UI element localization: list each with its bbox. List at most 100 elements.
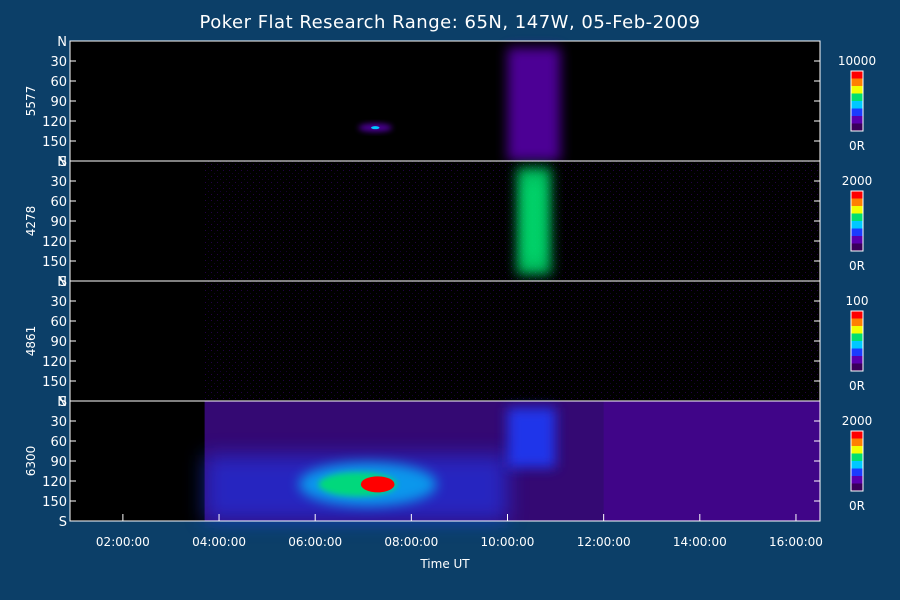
y-tick-label: N	[57, 35, 67, 50]
colorbar-frame	[850, 430, 864, 492]
x-tick-label: 12:00:00	[577, 535, 631, 549]
noise-region	[204, 161, 821, 281]
y-tick-label: 60	[50, 315, 67, 330]
x-tick-label: 10:00:00	[481, 535, 535, 549]
colorbar-segment	[851, 341, 863, 349]
y-tick-label: 90	[50, 455, 67, 470]
panel-label: 4278	[24, 206, 38, 237]
y-tick-label: 60	[50, 195, 67, 210]
colorbar-segment	[851, 123, 863, 132]
colorbar-segment	[851, 228, 863, 237]
feature-0-band-core	[525, 182, 543, 260]
y-tick-label: 150	[42, 495, 67, 510]
colorbar-segment	[851, 431, 863, 439]
panel-background	[70, 41, 820, 161]
colorbar-segment	[851, 108, 863, 117]
colorbar-segment	[851, 356, 863, 364]
colorbar-segment	[851, 221, 863, 229]
panel-5577: N 30 60 90 120 150 S 5577 10000 0R	[24, 35, 876, 170]
x-tick-label: 06:00:00	[288, 535, 342, 549]
colorbar-segment	[851, 461, 863, 469]
colorbar-max-label: 10000	[838, 54, 876, 68]
y-tick-label: 150	[42, 375, 67, 390]
y-tick-label: 120	[42, 115, 67, 130]
y-tick-label: 60	[50, 75, 67, 90]
feature-0-core	[371, 126, 380, 130]
colorbar-segment	[851, 326, 863, 334]
x-tick-label: 14:00:00	[673, 535, 727, 549]
colorbar-segment	[851, 101, 863, 109]
colorbar-frame	[850, 70, 864, 132]
y-tick-label: 120	[42, 235, 67, 250]
panel-4861: N 30 60 90 120 150 S 4861 100 0R	[24, 275, 868, 410]
y-tick-label: 30	[50, 175, 67, 190]
colorbar-segment	[851, 213, 863, 222]
y-tick-label: S	[59, 275, 67, 290]
y-tick-label: 30	[50, 415, 67, 430]
colorbar-min-label: 0R	[849, 139, 865, 153]
y-tick-label: 120	[42, 355, 67, 370]
y-tick-label: 150	[42, 135, 67, 150]
y-tick-label: N	[57, 155, 67, 170]
panel-4278: N 30 60 90 120 150 S 4278 2000 0R	[24, 155, 872, 290]
colorbar-segment	[851, 206, 863, 214]
y-tick-label: 30	[50, 295, 67, 310]
y-tick-label: S	[59, 155, 67, 170]
colorbar-segment	[851, 438, 863, 447]
colorbar-segment	[851, 86, 863, 94]
panel-label: 6300	[24, 446, 38, 477]
colorbar-segment	[851, 93, 863, 102]
colorbar-frame	[850, 310, 864, 372]
y-tick-label: 90	[50, 335, 67, 350]
x-tick-label: 08:00:00	[384, 535, 438, 549]
feature-1-band	[507, 47, 561, 161]
colorbar-segment	[851, 198, 863, 207]
y-tick-label: S	[59, 515, 67, 530]
y-tick-label: N	[57, 395, 67, 410]
colorbar-segment	[851, 116, 863, 124]
x-tick-label: 16:00:00	[769, 535, 823, 549]
x-tick-label: 04:00:00	[192, 535, 246, 549]
colorbar-max-label: 2000	[842, 174, 873, 188]
feature-0-core	[360, 476, 395, 493]
noise-region	[204, 281, 821, 401]
y-tick-label: 60	[50, 435, 67, 450]
y-tick-label: 150	[42, 255, 67, 270]
y-tick-label: 120	[42, 475, 67, 490]
colorbar-min-label: 0R	[849, 259, 865, 273]
colorbar-min-label: 0R	[849, 379, 865, 393]
colorbar-segment	[851, 236, 863, 244]
colorbar-segment	[851, 446, 863, 454]
colorbar-segment	[851, 71, 863, 79]
colorbar-segment	[851, 453, 863, 462]
colorbar-max-label: 2000	[842, 414, 873, 428]
panel-label: 4861	[24, 326, 38, 357]
colorbar-max-label: 100	[846, 294, 869, 308]
colorbar-min-label: 0R	[849, 499, 865, 513]
emission-background-tail	[603, 401, 820, 521]
colorbar-segment	[851, 243, 863, 252]
colorbar-segment	[851, 78, 863, 87]
feature-1-band	[507, 407, 556, 468]
panel-label: 5577	[24, 86, 38, 117]
colorbar-segment	[851, 318, 863, 327]
colorbar-segment	[851, 476, 863, 484]
colorbar-segment	[851, 468, 863, 477]
colorbar-segment	[851, 363, 863, 372]
x-axis-label: Time UT	[419, 557, 470, 571]
y-tick-label: 90	[50, 215, 67, 230]
colorbar-segment	[851, 311, 863, 319]
y-tick-label: N	[57, 275, 67, 290]
y-tick-label: 90	[50, 95, 67, 110]
colorbar-frame	[850, 190, 864, 252]
colorbar-segment	[851, 348, 863, 357]
y-tick-label: S	[59, 395, 67, 410]
y-tick-label: 30	[50, 55, 67, 70]
chart-title: Poker Flat Research Range: 65N, 147W, 05…	[200, 12, 701, 33]
colorbar-segment	[851, 333, 863, 342]
colorbar-segment	[851, 191, 863, 199]
panel-6300: N 30 60 90 120 150 S 6300 2000 0R	[24, 395, 872, 530]
x-tick-label: 02:00:00	[96, 535, 150, 549]
colorbar-segment	[851, 483, 863, 492]
